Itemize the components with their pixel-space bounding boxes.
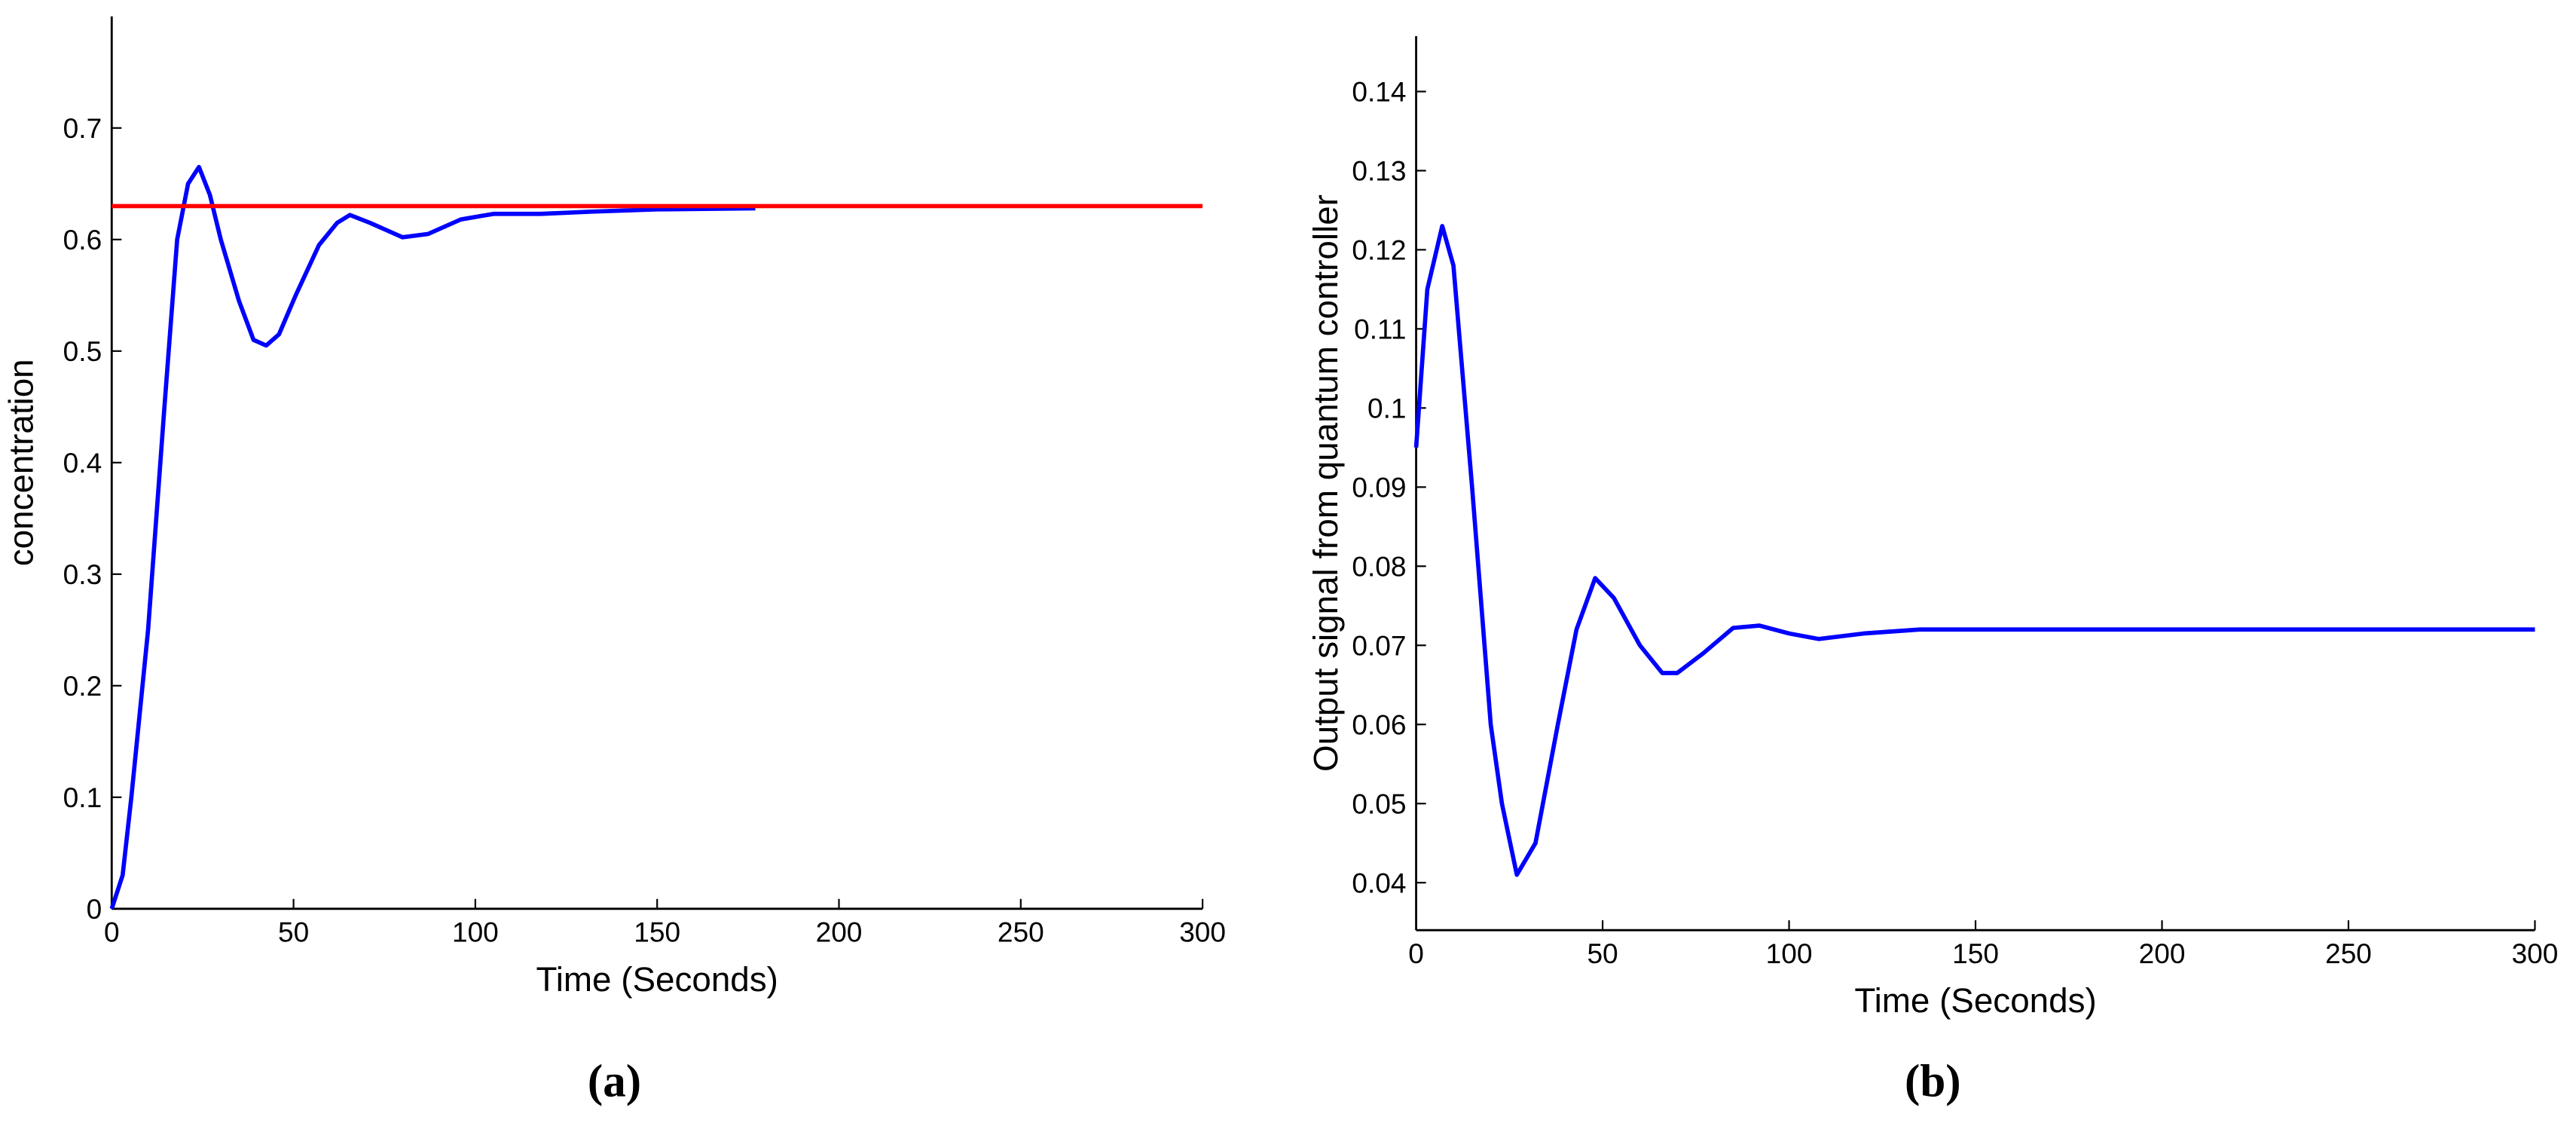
y-tick-label: 0.08 (1352, 550, 1406, 582)
x-tick-label: 250 (998, 916, 1044, 947)
x-tick-label: 100 (452, 916, 499, 947)
y-tick-label: 0.1 (63, 782, 102, 813)
y-tick-label: 0.1 (1367, 392, 1407, 424)
y-tick-label: 0.3 (63, 558, 102, 590)
x-tick-label: 0 (1408, 938, 1424, 969)
y-tick-label: 0.2 (63, 670, 102, 702)
x-axis-label: Time (Seconds) (1854, 981, 2096, 1020)
y-tick-label: 0.14 (1352, 76, 1406, 108)
x-tick-label: 100 (1766, 938, 1813, 969)
x-tick-label: 200 (816, 916, 863, 947)
x-tick-label: 300 (1179, 916, 1226, 947)
y-tick-label: 0.7 (63, 112, 102, 144)
x-tick-label: 150 (634, 916, 680, 947)
y-tick-label: 0.05 (1352, 788, 1406, 819)
y-tick-label: 0.4 (63, 447, 102, 479)
x-tick-label: 200 (2139, 938, 2186, 969)
y-tick-label: 0.04 (1352, 867, 1406, 898)
y-tick-label: 0.11 (1354, 313, 1406, 344)
y-tick-label: 0.5 (63, 335, 102, 367)
x-tick-label: 250 (2325, 938, 2372, 969)
y-tick-label: 0.12 (1352, 234, 1406, 265)
y-tick-label: 0.09 (1352, 471, 1406, 503)
y-axis-label: concentration (2, 359, 41, 566)
x-tick-label: 50 (278, 916, 309, 947)
x-tick-label: 150 (1952, 938, 1999, 969)
y-tick-label: 0.06 (1352, 708, 1406, 740)
caption: (b) (1905, 1056, 1961, 1106)
y-tick-label: 0.07 (1352, 629, 1406, 661)
x-tick-label: 0 (104, 916, 120, 947)
y-tick-label: 0.13 (1352, 155, 1406, 187)
y-axis-label: Output signal from quantum controller (1306, 194, 1345, 772)
y-tick-label: 0 (87, 893, 102, 925)
y-tick-label: 0.6 (63, 224, 102, 255)
x-tick-label: 50 (1587, 938, 1618, 969)
caption: (a) (588, 1056, 641, 1106)
line-series (109, 164, 756, 910)
line-series (1413, 224, 2535, 877)
x-axis-label: Time (Seconds) (536, 960, 778, 999)
x-tick-label: 300 (2512, 938, 2559, 969)
